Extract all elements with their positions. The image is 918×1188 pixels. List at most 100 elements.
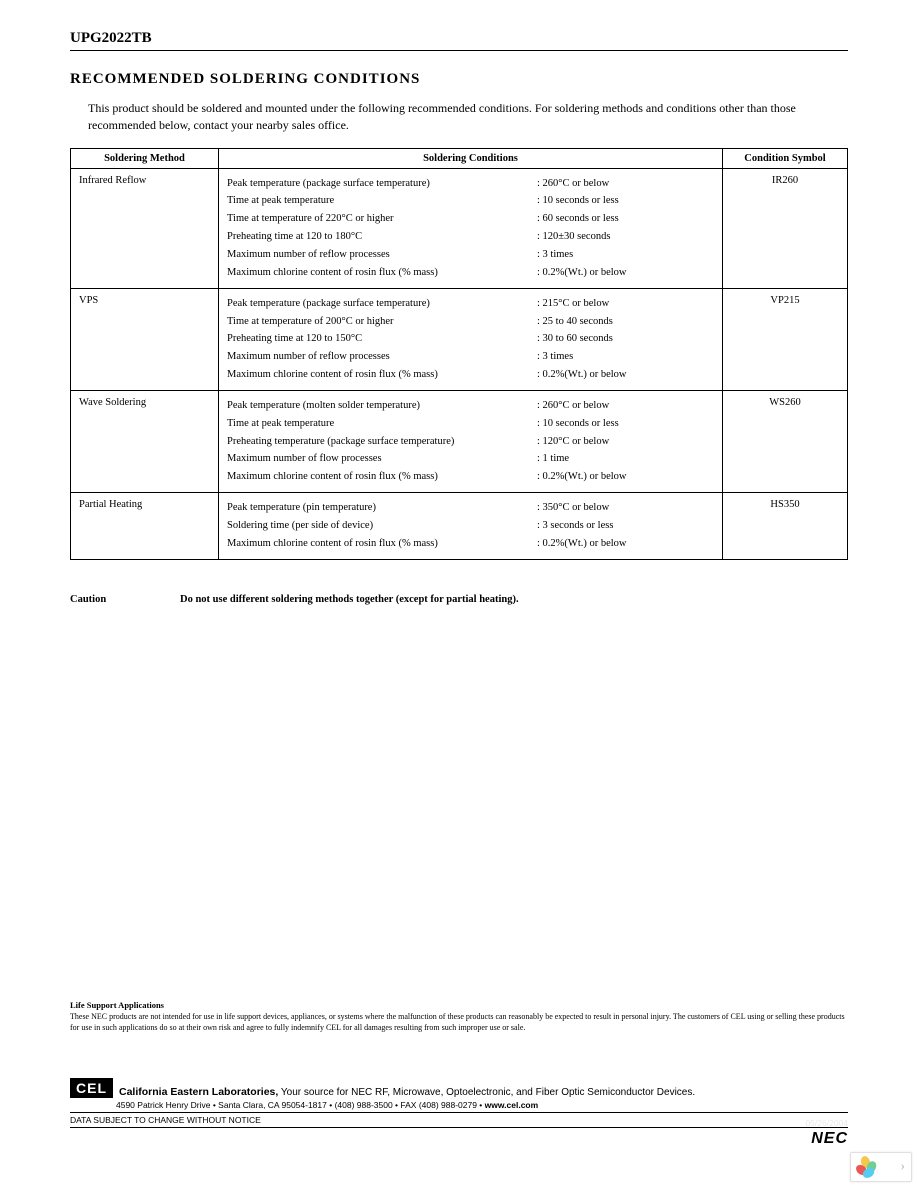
condition-value: : 25 to 40 seconds: [537, 313, 714, 331]
life-support-text: These NEC products are not intended for …: [70, 1012, 848, 1034]
cel-address: 4590 Patrick Henry Drive • Santa Clara, …: [116, 1100, 848, 1110]
condition-value: : 120°C or below: [537, 433, 714, 451]
condition-value: : 30 to 60 seconds: [537, 330, 714, 348]
condition-value: : 120±30 seconds: [537, 228, 714, 246]
soldering-conditions-table: Soldering Method Soldering Conditions Co…: [70, 148, 848, 560]
condition-line: Maximum number of reflow processes: 3 ti…: [227, 246, 714, 264]
condition-label: Peak temperature (package surface temper…: [227, 175, 537, 193]
data-subject-notice: DATA SUBJECT TO CHANGE WITHOUT NOTICE: [70, 1112, 848, 1128]
condition-label: Time at temperature of 200°C or higher: [227, 313, 537, 331]
condition-line: Maximum chlorine content of rosin flux (…: [227, 535, 714, 553]
caution-row: Caution Do not use different soldering m…: [70, 594, 848, 605]
condition-label: Maximum chlorine content of rosin flux (…: [227, 366, 537, 384]
table-row: Partial Heating Peak temperature (pin tem…: [71, 493, 848, 560]
condition-value: : 260°C or below: [537, 397, 714, 415]
condition-label: Maximum number of flow processes: [227, 450, 537, 468]
conditions-cell: Peak temperature (package surface temper…: [219, 288, 723, 390]
symbol-cell: HS350: [723, 493, 848, 560]
th-conditions: Soldering Conditions: [219, 148, 723, 168]
condition-label: Time at peak temperature: [227, 415, 537, 433]
footer: Life Support Applications These NEC prod…: [70, 1000, 848, 1128]
cel-logo: CEL: [70, 1078, 113, 1098]
method-cell: VPS: [71, 288, 219, 390]
cel-tagline: Your source for NEC RF, Microwave, Optoe…: [278, 1087, 695, 1098]
condition-line: Time at temperature of 220°C or higher: …: [227, 210, 714, 228]
condition-label: Maximum chlorine content of rosin flux (…: [227, 264, 537, 282]
condition-label: Peak temperature (pin temperature): [227, 499, 537, 517]
symbol-cell: WS260: [723, 390, 848, 492]
table-row: Wave Soldering Peak temperature (molten s…: [71, 390, 848, 492]
condition-label: Time at peak temperature: [227, 192, 537, 210]
condition-value: : 1 time: [537, 450, 714, 468]
th-symbol: Condition Symbol: [723, 148, 848, 168]
condition-label: Preheating time at 120 to 180°C: [227, 228, 537, 246]
symbol-cell: IR260: [723, 168, 848, 288]
conditions-cell: Peak temperature (molten solder temperat…: [219, 390, 723, 492]
condition-line: Maximum chlorine content of rosin flux (…: [227, 366, 714, 384]
date-faint: 05/26/2004: [805, 1118, 848, 1128]
flower-icon: [855, 1156, 877, 1178]
life-support-title: Life Support Applications: [70, 1000, 848, 1010]
condition-value: : 0.2%(Wt.) or below: [537, 535, 714, 553]
condition-label: Peak temperature (molten solder temperat…: [227, 397, 537, 415]
condition-value: : 3 times: [537, 246, 714, 264]
cel-address-text: 4590 Patrick Henry Drive • Santa Clara, …: [116, 1100, 485, 1110]
table-row: VPS Peak temperature (package surface tem…: [71, 288, 848, 390]
condition-label: Soldering time (per side of device): [227, 517, 537, 535]
nec-logo: NEC: [811, 1130, 848, 1148]
condition-value: : 10 seconds or less: [537, 192, 714, 210]
condition-line: Maximum number of flow processes: 1 time: [227, 450, 714, 468]
condition-line: Preheating time at 120 to 150°C: 30 to 6…: [227, 330, 714, 348]
method-cell: Partial Heating: [71, 493, 219, 560]
condition-line: Time at peak temperature: 10 seconds or …: [227, 192, 714, 210]
method-cell: Infrared Reflow: [71, 168, 219, 288]
section-title: RECOMMENDED SOLDERING CONDITIONS: [70, 71, 848, 88]
condition-label: Maximum number of reflow processes: [227, 348, 537, 366]
chevron-right-icon: ›: [900, 1159, 905, 1175]
condition-value: : 260°C or below: [537, 175, 714, 193]
conditions-cell: Peak temperature (package surface temper…: [219, 168, 723, 288]
symbol-cell: VP215: [723, 288, 848, 390]
condition-value: : 0.2%(Wt.) or below: [537, 468, 714, 486]
condition-line: Maximum chlorine content of rosin flux (…: [227, 468, 714, 486]
condition-label: Peak temperature (package surface temper…: [227, 295, 537, 313]
condition-line: Peak temperature (molten solder temperat…: [227, 397, 714, 415]
part-number-header: UPG2022TB: [70, 30, 848, 51]
condition-line: Preheating time at 120 to 180°C: 120±30 …: [227, 228, 714, 246]
th-method: Soldering Method: [71, 148, 219, 168]
condition-line: Peak temperature (pin temperature): 350°…: [227, 499, 714, 517]
caution-text: Do not use different soldering methods t…: [180, 594, 519, 605]
condition-line: Time at peak temperature: 10 seconds or …: [227, 415, 714, 433]
condition-line: Soldering time (per side of device): 3 s…: [227, 517, 714, 535]
condition-line: Peak temperature (package surface temper…: [227, 295, 714, 313]
condition-line: Peak temperature (package surface temper…: [227, 175, 714, 193]
condition-label: Time at temperature of 220°C or higher: [227, 210, 537, 228]
condition-value: : 60 seconds or less: [537, 210, 714, 228]
cel-name: California Eastern Laboratories,: [119, 1086, 278, 1098]
condition-label: Maximum chlorine content of rosin flux (…: [227, 468, 537, 486]
condition-label: Maximum chlorine content of rosin flux (…: [227, 535, 537, 553]
condition-line: Preheating temperature (package surface …: [227, 433, 714, 451]
cel-text: California Eastern Laboratories, Your so…: [119, 1086, 695, 1098]
condition-label: Preheating time at 120 to 150°C: [227, 330, 537, 348]
condition-value: : 0.2%(Wt.) or below: [537, 264, 714, 282]
corner-widget[interactable]: ›: [850, 1152, 912, 1182]
method-cell: Wave Soldering: [71, 390, 219, 492]
condition-line: Maximum number of reflow processes: 3 ti…: [227, 348, 714, 366]
table-header-row: Soldering Method Soldering Conditions Co…: [71, 148, 848, 168]
cel-web: www.cel.com: [485, 1100, 539, 1110]
condition-value: : 215°C or below: [537, 295, 714, 313]
table-row: Infrared Reflow Peak temperature (package…: [71, 168, 848, 288]
condition-value: : 0.2%(Wt.) or below: [537, 366, 714, 384]
condition-value: : 3 seconds or less: [537, 517, 714, 535]
condition-label: Maximum number of reflow processes: [227, 246, 537, 264]
condition-value: : 10 seconds or less: [537, 415, 714, 433]
conditions-cell: Peak temperature (pin temperature): 350°…: [219, 493, 723, 560]
condition-line: Maximum chlorine content of rosin flux (…: [227, 264, 714, 282]
cel-row: CEL California Eastern Laboratories, You…: [70, 1070, 848, 1098]
section-intro: This product should be soldered and moun…: [88, 100, 848, 134]
condition-value: : 350°C or below: [537, 499, 714, 517]
caution-label: Caution: [70, 594, 180, 605]
condition-label: Preheating temperature (package surface …: [227, 433, 537, 451]
condition-value: : 3 times: [537, 348, 714, 366]
